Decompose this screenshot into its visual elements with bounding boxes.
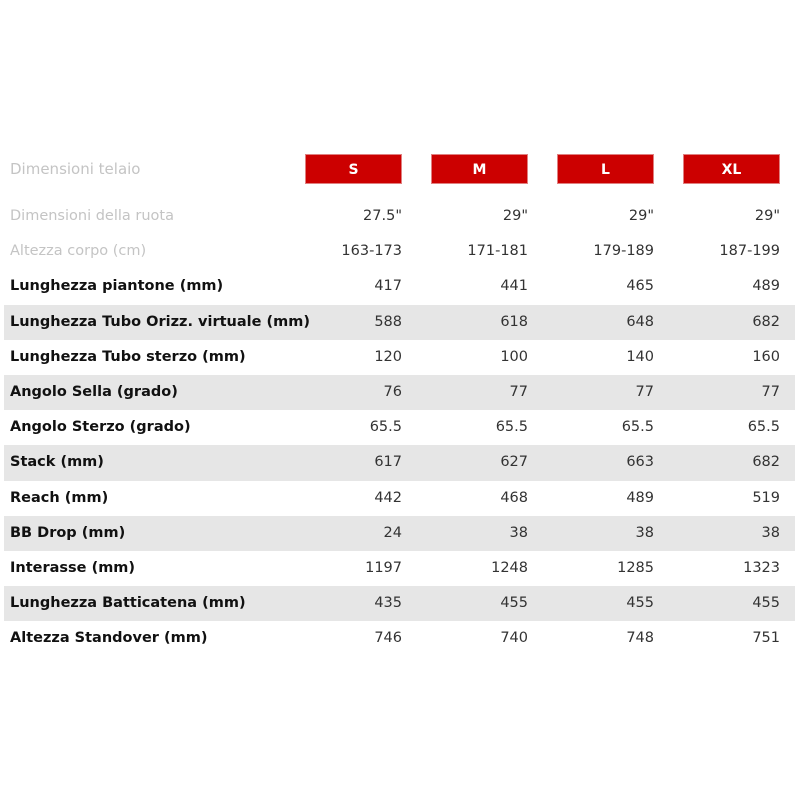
row-label: Altezza Standover (mm) (10, 630, 208, 647)
table-row: Angolo Sella (grado) 76 77 77 77 (0, 374, 800, 411)
row-label: Lunghezza Tubo sterzo (mm) (10, 348, 246, 365)
row-label: Angolo Sella (grado) (10, 383, 178, 400)
cell-value: 187-199 (719, 243, 780, 260)
row-label: Dimensioni della ruota (10, 208, 174, 224)
cell-value: 65.5 (621, 419, 654, 436)
table-row: BB Drop (mm) 24 38 38 38 (0, 515, 800, 552)
cell-value: 38 (761, 524, 780, 541)
cell-value: 171-181 (467, 243, 528, 260)
cell-value: 76 (383, 383, 402, 400)
cell-value: 455 (752, 595, 780, 612)
cell-value: 627 (500, 454, 528, 471)
cell-value: 663 (626, 454, 654, 471)
cell-value: 441 (500, 278, 528, 295)
cell-value: 489 (626, 489, 654, 506)
table-row: Stack (mm) 617 627 663 682 (0, 445, 800, 481)
cell-value: 38 (635, 524, 654, 541)
row-label: Altezza corpo (cm) (10, 243, 147, 260)
cell-value: 1323 (743, 559, 780, 576)
row-label: Lunghezza Batticatena (mm) (10, 595, 246, 612)
cell-value: 65.5 (747, 419, 780, 436)
cell-value: 746 (374, 630, 402, 647)
cell-value: 29" (502, 208, 528, 224)
table-row: Altezza corpo (cm) 163-173 171-181 179-189 1… (0, 234, 800, 269)
cell-value: 38 (509, 524, 528, 541)
cell-value: 455 (626, 595, 654, 612)
row-label: Stack (mm) (10, 454, 104, 471)
table-row: Reach (mm) 442 468 489 519 (0, 481, 800, 516)
cell-value: 751 (752, 630, 780, 647)
cell-value: 1285 (617, 559, 654, 576)
size-tab-xl[interactable]: XL (683, 154, 780, 184)
cell-value: 455 (500, 595, 528, 612)
cell-value: 120 (374, 348, 402, 365)
cell-value: 435 (374, 595, 402, 612)
row-label: Reach (mm) (10, 489, 109, 506)
row-label: Lunghezza Tubo Orizz. virtuale (mm) (10, 313, 310, 330)
cell-value: 29" (628, 208, 654, 224)
cell-value: 163-173 (341, 243, 402, 260)
cell-value: 27.5" (363, 208, 402, 224)
row-label: Lunghezza piantone (mm) (10, 278, 224, 295)
cell-value: 748 (626, 630, 654, 647)
cell-value: 617 (374, 454, 402, 471)
row-label: Angolo Sterzo (grado) (10, 419, 191, 436)
cell-value: 682 (752, 454, 780, 471)
size-header-row: Dimensioni telaio S M L XL (0, 154, 800, 184)
row-label: BB Drop (mm) (10, 524, 126, 541)
cell-value: 648 (626, 313, 654, 330)
cell-value: 489 (752, 278, 780, 295)
size-tab-m[interactable]: M (431, 154, 528, 184)
cell-value: 140 (626, 348, 654, 365)
frame-size-label: Dimensioni telaio (10, 160, 141, 178)
cell-value: 1248 (491, 559, 528, 576)
cell-value: 465 (626, 278, 654, 295)
cell-value: 160 (752, 348, 780, 365)
cell-value: 29" (754, 208, 780, 224)
cell-value: 179-189 (593, 243, 654, 260)
cell-value: 417 (374, 278, 402, 295)
row-label: Interasse (mm) (10, 559, 136, 576)
cell-value: 682 (752, 313, 780, 330)
cell-value: 468 (500, 489, 528, 506)
table-row: Lunghezza piantone (mm) 417 441 465 489 (0, 269, 800, 304)
table-row: Dimensioni della ruota 27.5" 29" 29" 29" (0, 199, 800, 234)
cell-value: 24 (383, 524, 402, 541)
table-row: Lunghezza Tubo Orizz. virtuale (mm) 588 61… (0, 304, 800, 340)
cell-value: 65.5 (495, 419, 528, 436)
cell-value: 618 (500, 313, 528, 330)
size-tab-l[interactable]: L (557, 154, 654, 184)
table-row: Interasse (mm) 1197 1248 1285 1323 (0, 551, 800, 586)
cell-value: 740 (500, 630, 528, 647)
cell-value: 77 (635, 383, 654, 400)
table-row: Angolo Sterzo (grado) 65.5 65.5 65.5 65.5 (0, 410, 800, 445)
cell-value: 519 (752, 489, 780, 506)
cell-value: 65.5 (369, 419, 402, 436)
cell-value: 1197 (365, 559, 402, 576)
table-row: Lunghezza Batticatena (mm) 435 455 455 455 (0, 586, 800, 622)
table-row: Lunghezza Tubo sterzo (mm) 120 100 140 160 (0, 340, 800, 375)
size-tab-s[interactable]: S (305, 154, 402, 184)
cell-value: 442 (374, 489, 402, 506)
cell-value: 77 (509, 383, 528, 400)
cell-value: 100 (500, 348, 528, 365)
cell-value: 77 (761, 383, 780, 400)
geometry-table: Dimensioni telaio S M L XL Dimensioni de… (0, 154, 800, 656)
cell-value: 588 (374, 313, 402, 330)
table-row: Altezza Standover (mm) 746 740 748 751 (0, 621, 800, 656)
